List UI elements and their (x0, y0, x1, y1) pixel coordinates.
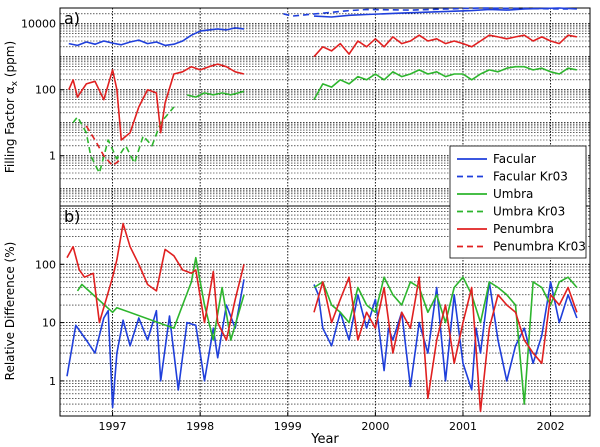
series-line (313, 34, 578, 58)
panel-a-y-axis-label: Filling Factor αx (ppm) (3, 41, 20, 173)
panel-a-y-axis-label-main: Filling Factor α (3, 86, 17, 173)
series-line (313, 65, 578, 101)
x-tick-label: 2002 (537, 420, 565, 433)
panel-a-label: a) (64, 9, 80, 28)
panel-a-lines (68, 7, 578, 174)
legend-label: Facular Kr03 (493, 170, 568, 184)
series-line (85, 125, 122, 167)
panel-b-frame (59, 205, 591, 417)
x-tick-label: 1999 (274, 420, 302, 433)
series-line (313, 276, 578, 405)
legend-box (449, 145, 587, 259)
series-line (66, 222, 245, 341)
series-line (72, 106, 175, 174)
legend-label: Penumbra Kr03 (493, 240, 586, 254)
legend-label: Penumbra (493, 222, 554, 236)
series-line (68, 63, 245, 141)
legend-label: Umbra (493, 187, 533, 201)
x-tick-label: 1997 (99, 420, 127, 433)
series-line (313, 281, 578, 391)
y-tick-label: 100 (35, 258, 56, 271)
y-tick-label: 1 (49, 150, 56, 163)
panel-b-x-ticks: 1997 1998 1999 2000 2001 2002 (99, 412, 565, 433)
legend-label: Facular (493, 152, 536, 166)
y-tick-label: 100 (35, 84, 56, 97)
panel-b: 100 10 1 1997 1998 1999 2000 2001 2002 b) Relat… (3, 205, 591, 447)
panel-b-y-ticks: 100 10 1 (35, 258, 64, 388)
series-line (66, 279, 245, 409)
panel-a-y-axis-label-unit: (ppm) (3, 41, 17, 81)
legend-label: Umbra Kr03 (493, 205, 565, 219)
y-tick-label: 10 (42, 317, 56, 330)
panel-a-y-ticks: 10000 100 1 (21, 18, 64, 163)
series-line (313, 7, 577, 18)
series-line (76, 256, 245, 341)
series-line (186, 90, 245, 98)
panel-b-y-axis-label: Relative Difference (%) (3, 242, 17, 381)
y-tick-label: 1 (49, 375, 56, 388)
x-axis-label: Year (310, 432, 339, 447)
legend: Facular Facular Kr03 Umbra Umbra Kr03 Penumb… (449, 145, 587, 259)
panel-b-lines (66, 222, 578, 413)
legend-entries: Facular Facular Kr03 Umbra Umbra Kr03 Penumb… (457, 152, 586, 254)
x-tick-label: 2001 (449, 420, 477, 433)
series-line (68, 27, 245, 47)
x-tick-label: 1998 (186, 420, 214, 433)
series-line (313, 276, 578, 413)
panel-a-y-axis-label-sub: x (10, 80, 20, 86)
panel-b-label: b) (64, 207, 80, 226)
x-tick-label: 2000 (361, 420, 389, 433)
y-tick-label: 10000 (21, 18, 56, 31)
